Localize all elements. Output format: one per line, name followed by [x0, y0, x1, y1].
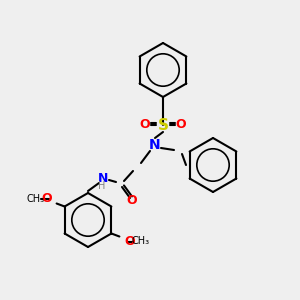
Text: H: H: [98, 181, 106, 191]
Text: CH₃: CH₃: [27, 194, 45, 203]
Text: N: N: [98, 172, 108, 184]
Text: O: O: [140, 118, 150, 130]
Text: CH₃: CH₃: [131, 236, 149, 247]
Text: S: S: [158, 118, 169, 133]
Text: O: O: [124, 235, 135, 248]
Text: O: O: [176, 118, 186, 130]
Text: O: O: [127, 194, 137, 206]
Text: N: N: [149, 138, 161, 152]
Text: O: O: [41, 192, 52, 205]
